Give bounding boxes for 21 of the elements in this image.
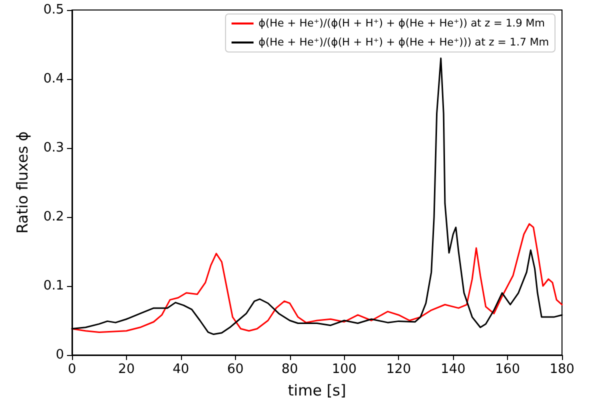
x-tick-label: 20: [118, 362, 135, 377]
x-tick-label: 180: [550, 362, 574, 377]
y-tick-label: 0.5: [43, 2, 64, 18]
legend-label: ϕ(He + He⁺)/(ϕ(H + H⁺) + ϕ(He + He⁺)) at z = 1.9 Mm: [258, 18, 545, 30]
x-tick-label: 80: [282, 362, 298, 377]
legend-label: ϕ(He + He⁺)/(ϕ(H + H⁺) + ϕ(He + He⁺))) at z = 1.7 Mm: [258, 36, 549, 48]
y-tick-label: 0.1: [43, 278, 64, 294]
x-tick-label: 120: [386, 362, 412, 377]
x-axis-title: time [s]: [288, 382, 346, 400]
y-tick-label: 0.2: [43, 210, 64, 224]
x-tick-label: 0: [68, 362, 76, 377]
y-tick-label: 0.4: [43, 72, 64, 86]
x-tick-label: 140: [440, 362, 466, 377]
y-tick-label: 0.3: [43, 140, 64, 156]
line-series: [71, 223, 563, 333]
x-tick-label: 100: [332, 362, 357, 377]
x-tick-label: 160: [495, 362, 520, 377]
x-tick-label: 60: [227, 362, 244, 377]
y-tick-label: 0: [56, 348, 64, 362]
y-axis-title: Ratio fluxes ϕ: [14, 131, 32, 234]
x-tick-label: 40: [172, 362, 190, 377]
